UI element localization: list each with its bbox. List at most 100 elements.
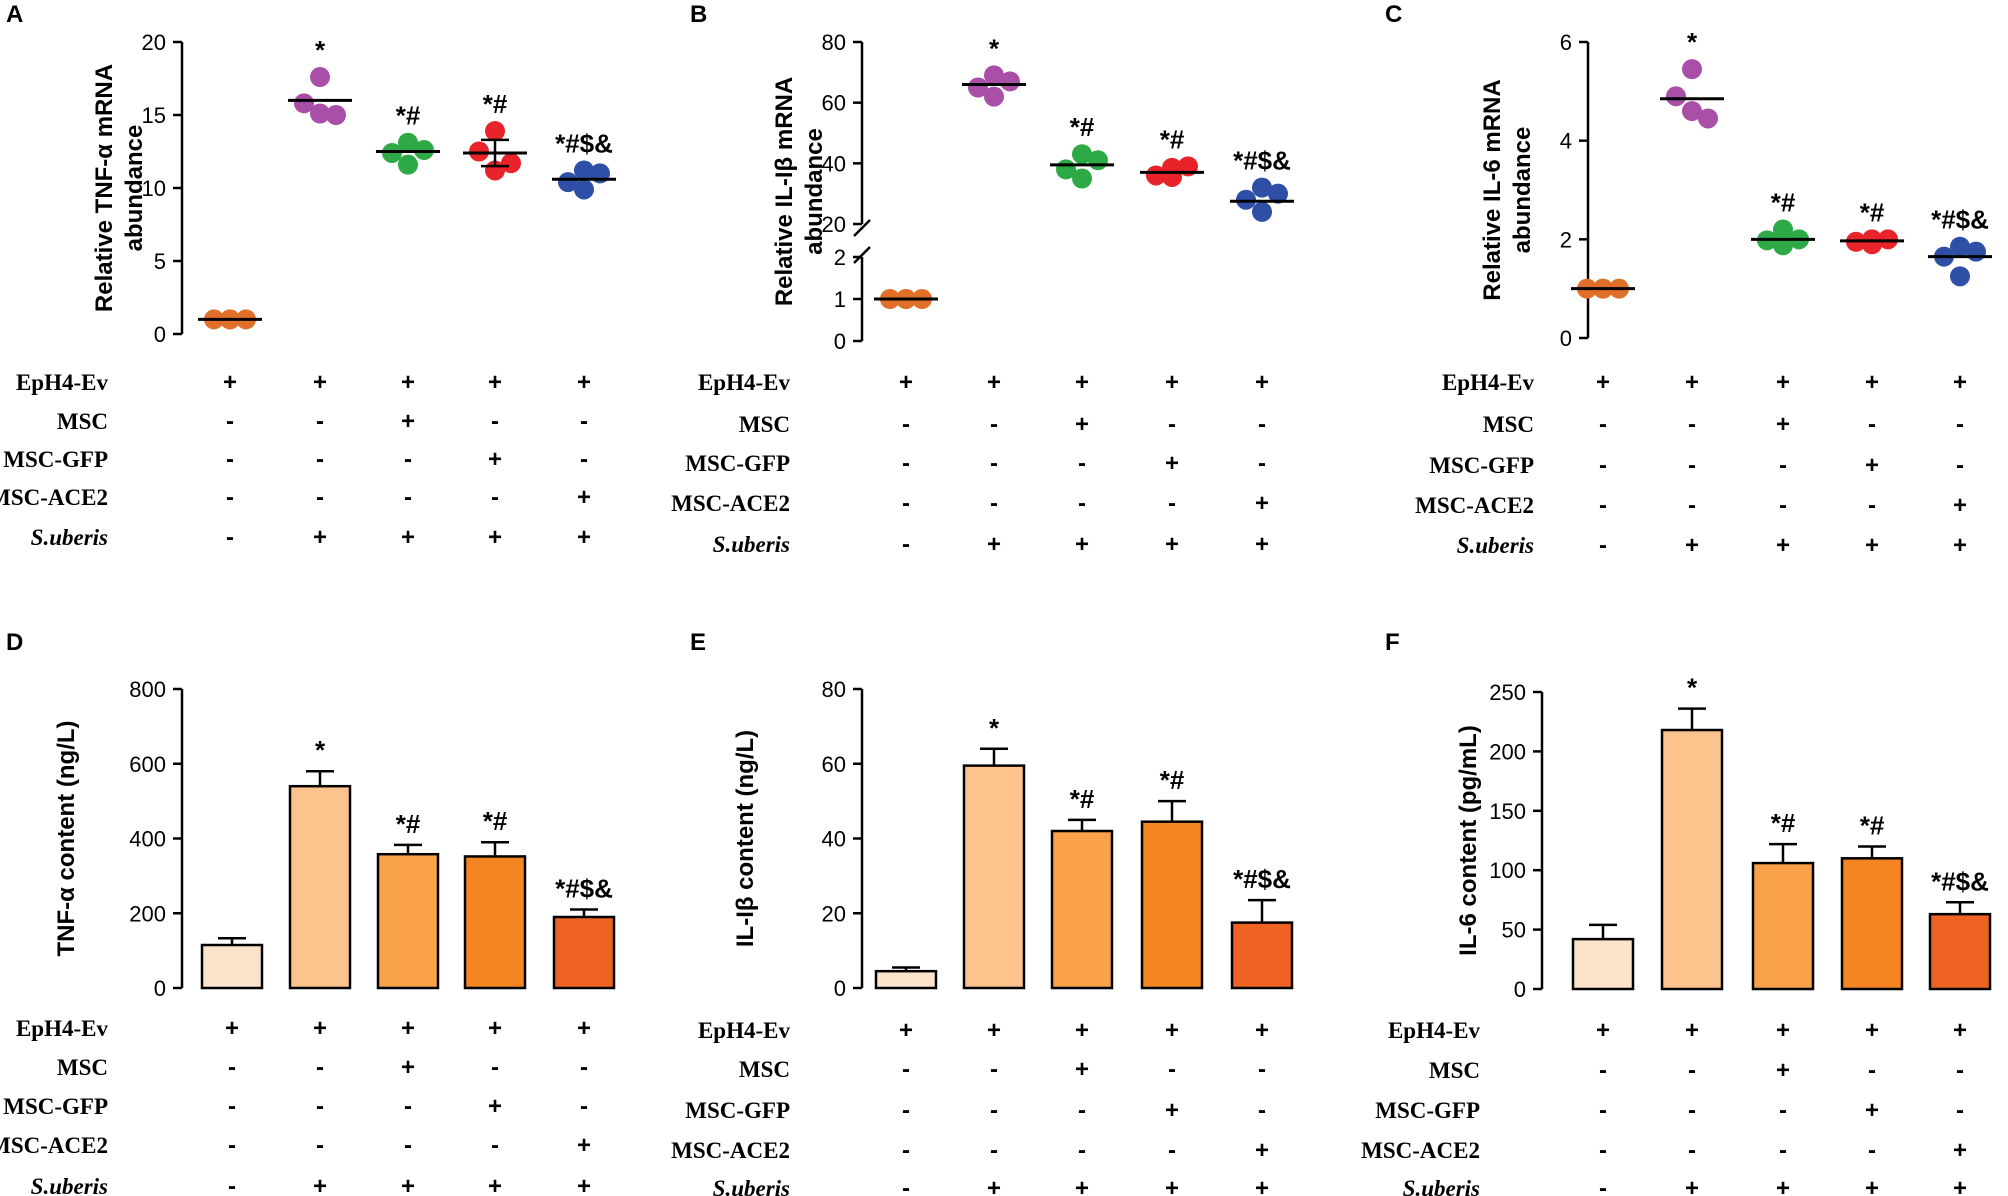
treatment-row-label: MSC xyxy=(57,1055,108,1080)
treatment-sign: - xyxy=(1078,490,1086,517)
treatment-sign: - xyxy=(1688,1097,1696,1124)
treatment-sign: - xyxy=(1258,1056,1266,1083)
data-point xyxy=(1950,236,1970,257)
treatment-row-label: MSC xyxy=(57,409,108,434)
treatment-sign: + xyxy=(313,1015,327,1042)
treatment-table: EpH4-Ev + + + + + MSC - - + - - MSC-GFP - - - + - MSC-ACE2… xyxy=(0,1015,591,1196)
group-3: *# xyxy=(1050,784,1114,990)
treatment-sign: - xyxy=(1956,1097,1964,1124)
group-5: *#$& xyxy=(1230,864,1294,990)
treatment-sign: + xyxy=(1075,1175,1089,1196)
data-point xyxy=(1268,183,1288,204)
treatment-sign: - xyxy=(1599,1137,1607,1164)
treatment-sign: + xyxy=(1075,1056,1089,1083)
treatment-sign: - xyxy=(1688,1137,1696,1164)
significance-label: *#$& xyxy=(1931,866,1989,896)
treatment-sign: - xyxy=(228,1173,236,1196)
y-tick-label: 60 xyxy=(822,91,846,116)
treatment-sign: + xyxy=(1165,369,1179,396)
treatment-row-label: S.uberis xyxy=(31,525,108,550)
treatment-sign: - xyxy=(1779,1097,1787,1124)
treatment-sign: - xyxy=(990,490,998,517)
treatment-sign: + xyxy=(577,1132,591,1159)
treatment-sign: - xyxy=(1168,1056,1176,1083)
data-point xyxy=(310,67,330,88)
group-1 xyxy=(200,937,264,990)
bar xyxy=(552,915,616,990)
treatment-sign: - xyxy=(990,1137,998,1164)
data-point xyxy=(294,93,314,114)
treatment-sign: + xyxy=(1776,1057,1790,1084)
treatment-sign: + xyxy=(1776,369,1790,396)
treatment-sign: + xyxy=(577,369,591,396)
treatment-sign: - xyxy=(990,411,998,438)
data-point xyxy=(1072,168,1092,189)
treatment-sign: - xyxy=(902,450,910,477)
treatment-sign: - xyxy=(316,446,324,473)
treatment-sign: + xyxy=(1075,531,1089,558)
significance-label: *#$& xyxy=(1233,146,1291,176)
data-marks: * *# *# *#$& xyxy=(1571,673,1992,991)
treatment-row-label: MSC xyxy=(739,1057,790,1082)
y-axis: 0 200 400 600 800 xyxy=(129,677,184,1001)
treatment-sign: + xyxy=(1075,1017,1089,1044)
treatment-sign: + xyxy=(1865,1017,1879,1044)
treatment-sign: + xyxy=(1953,1137,1967,1164)
group-4: *# xyxy=(463,89,527,181)
treatment-sign: - xyxy=(1599,1097,1607,1124)
treatment-table: EpH4-Ev + + + + + MSC - - + - - MSC-GFP - - - + - MSC-ACE2… xyxy=(1415,369,1967,559)
treatment-sign: - xyxy=(1868,1137,1876,1164)
treatment-sign: + xyxy=(577,524,591,551)
treatment-sign: - xyxy=(1688,1057,1696,1084)
group-2: * xyxy=(288,35,352,125)
treatment-sign: - xyxy=(1688,452,1696,479)
treatment-sign: + xyxy=(1255,531,1269,558)
treatment-sign: + xyxy=(987,1175,1001,1196)
panel-letter: B xyxy=(690,1,707,28)
treatment-sign: - xyxy=(491,484,499,511)
treatment-sign: - xyxy=(1868,1057,1876,1084)
data-point xyxy=(1966,241,1986,262)
treatment-sign: - xyxy=(902,1175,910,1196)
treatment-sign: + xyxy=(401,1015,415,1042)
treatment-sign: + xyxy=(1255,490,1269,517)
treatment-sign: + xyxy=(577,1015,591,1042)
group-2: * xyxy=(1660,673,1724,991)
y-tick-label: 150 xyxy=(1489,799,1526,824)
treatment-sign: - xyxy=(316,1054,324,1081)
treatment-sign: - xyxy=(990,1056,998,1083)
significance-label: * xyxy=(989,713,1000,743)
treatment-sign: - xyxy=(226,408,234,435)
treatment-sign: - xyxy=(1599,411,1607,438)
y-tick-label: 60 xyxy=(822,752,846,777)
y-axis-title: IL-Iβ content (ng/L) xyxy=(732,730,759,947)
treatment-sign: + xyxy=(899,1017,913,1044)
bar xyxy=(288,784,352,990)
y-axis: 20 40 60 80 0 1 2 xyxy=(822,30,871,354)
y-axis-title: Relative IL-6 mRNA abundance xyxy=(1479,79,1536,300)
treatment-sign: - xyxy=(580,1093,588,1120)
y-tick-label: 5 xyxy=(154,249,166,274)
group-2: * xyxy=(1660,27,1724,129)
treatment-sign: + xyxy=(1685,532,1699,559)
treatment-row-label: S.uberis xyxy=(1403,1176,1480,1196)
y-axis-title: Relative IL-Iβ mRNA abundance xyxy=(771,77,828,306)
y-tick-label: 20 xyxy=(822,212,846,237)
panel-letter: A xyxy=(6,1,23,28)
treatment-row-label: EpH4-Ev xyxy=(16,1016,109,1041)
group-3: *# xyxy=(1751,808,1815,991)
treatment-row-label: MSC-ACE2 xyxy=(0,485,108,510)
data-point xyxy=(485,121,505,142)
y-tick-label: 200 xyxy=(129,901,166,926)
treatment-sign: + xyxy=(1776,1017,1790,1044)
treatment-sign: - xyxy=(990,450,998,477)
significance-label: * xyxy=(1687,673,1698,703)
treatment-sign: + xyxy=(1865,452,1879,479)
treatment-sign: + xyxy=(1075,411,1089,438)
data-point xyxy=(1666,86,1686,107)
treatment-sign: + xyxy=(1953,492,1967,519)
y-tick-label: 2 xyxy=(834,245,846,270)
treatment-row-label: EpH4-Ev xyxy=(1442,370,1535,395)
treatment-sign: - xyxy=(990,1097,998,1124)
